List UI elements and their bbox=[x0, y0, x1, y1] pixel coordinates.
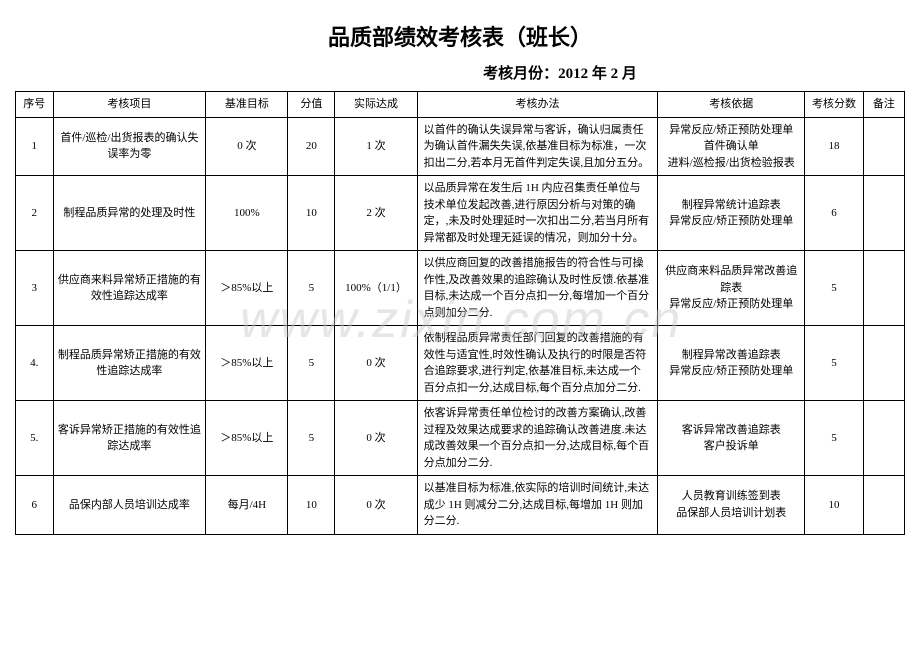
cell-note bbox=[863, 176, 904, 251]
cell-finalscore: 5 bbox=[805, 326, 864, 401]
header-note: 备注 bbox=[863, 92, 904, 118]
cell-finalscore: 5 bbox=[805, 251, 864, 326]
table-row: 6品保内部人员培训达成率每月/4H100 次以基准目标为标准,依实际的培训时间统… bbox=[16, 476, 905, 535]
header-score: 分值 bbox=[288, 92, 335, 118]
cell-method: 以品质异常在发生后 1H 内应召集责任单位与技术单位发起改善,进行原因分析与对策… bbox=[417, 176, 658, 251]
cell-basis: 异常反应/矫正预防处理单首件确认单进料/巡检报/出货检验报表 bbox=[658, 117, 805, 176]
cell-baseline: ＞85%以上 bbox=[206, 401, 288, 476]
cell-score: 5 bbox=[288, 251, 335, 326]
header-item: 考核项目 bbox=[53, 92, 206, 118]
header-method: 考核办法 bbox=[417, 92, 658, 118]
table-row: 5.客诉异常矫正措施的有效性追踪达成率＞85%以上50 次依客诉异常责任单位检讨… bbox=[16, 401, 905, 476]
cell-method: 以基准目标为标准,依实际的培训时间统计,未达成少 1H 则减分二分,达成目标,每… bbox=[417, 476, 658, 535]
cell-seq: 2 bbox=[16, 176, 54, 251]
assessment-month: 考核月份：2012 年 2 月 bbox=[15, 62, 905, 83]
cell-item: 制程品质异常矫正措施的有效性追踪达成率 bbox=[53, 326, 206, 401]
cell-item: 品保内部人员培训达成率 bbox=[53, 476, 206, 535]
cell-score: 20 bbox=[288, 117, 335, 176]
table-row: 4.制程品质异常矫正措施的有效性追踪达成率＞85%以上50 次依制程品质异常责任… bbox=[16, 326, 905, 401]
header-finalscore: 考核分数 bbox=[805, 92, 864, 118]
cell-actual: 1 次 bbox=[335, 117, 417, 176]
header-baseline: 基准目标 bbox=[206, 92, 288, 118]
header-actual: 实际达成 bbox=[335, 92, 417, 118]
cell-item: 供应商来料异常矫正措施的有效性追踪达成率 bbox=[53, 251, 206, 326]
cell-baseline: ＞85%以上 bbox=[206, 326, 288, 401]
cell-baseline: 每月/4H bbox=[206, 476, 288, 535]
cell-seq: 6 bbox=[16, 476, 54, 535]
cell-method: 依制程品质异常责任部门回复的改善措施的有效性与适宜性,时效性确认及执行的时限是否… bbox=[417, 326, 658, 401]
cell-item: 首件/巡检/出货报表的确认失误率为零 bbox=[53, 117, 206, 176]
cell-finalscore: 10 bbox=[805, 476, 864, 535]
cell-basis: 客诉异常改善追踪表客户投诉单 bbox=[658, 401, 805, 476]
cell-actual: 0 次 bbox=[335, 476, 417, 535]
cell-basis: 制程异常统计追踪表异常反应/矫正预防处理单 bbox=[658, 176, 805, 251]
cell-item: 制程品质异常的处理及时性 bbox=[53, 176, 206, 251]
cell-note bbox=[863, 401, 904, 476]
cell-score: 10 bbox=[288, 176, 335, 251]
cell-score: 5 bbox=[288, 326, 335, 401]
cell-baseline: 100% bbox=[206, 176, 288, 251]
cell-basis: 供应商来料品质异常改善追踪表异常反应/矫正预防处理单 bbox=[658, 251, 805, 326]
cell-score: 5 bbox=[288, 401, 335, 476]
table-row: 2制程品质异常的处理及时性100%102 次以品质异常在发生后 1H 内应召集责… bbox=[16, 176, 905, 251]
cell-seq: 1 bbox=[16, 117, 54, 176]
cell-baseline: 0 次 bbox=[206, 117, 288, 176]
cell-note bbox=[863, 251, 904, 326]
header-seq: 序号 bbox=[16, 92, 54, 118]
cell-seq: 5. bbox=[16, 401, 54, 476]
cell-actual: 0 次 bbox=[335, 326, 417, 401]
cell-finalscore: 18 bbox=[805, 117, 864, 176]
cell-item: 客诉异常矫正措施的有效性追踪达成率 bbox=[53, 401, 206, 476]
table-row: 1首件/巡检/出货报表的确认失误率为零0 次201 次以首件的确认失误异常与客诉… bbox=[16, 117, 905, 176]
cell-method: 依客诉异常责任单位检讨的改善方案确认,改善过程及效果达成要求的追踪确认改善进度.… bbox=[417, 401, 658, 476]
cell-actual: 100%（1/1） bbox=[335, 251, 417, 326]
table-row: 3供应商来料异常矫正措施的有效性追踪达成率＞85%以上5100%（1/1）以供应… bbox=[16, 251, 905, 326]
cell-method: 以首件的确认失误异常与客诉，确认归属责任为确认首件漏失失误,依基准目标为标准，一… bbox=[417, 117, 658, 176]
cell-note bbox=[863, 117, 904, 176]
header-basis: 考核依据 bbox=[658, 92, 805, 118]
cell-finalscore: 5 bbox=[805, 401, 864, 476]
cell-note bbox=[863, 476, 904, 535]
cell-actual: 0 次 bbox=[335, 401, 417, 476]
cell-basis: 制程异常改善追踪表异常反应/矫正预防处理单 bbox=[658, 326, 805, 401]
cell-seq: 4. bbox=[16, 326, 54, 401]
cell-note bbox=[863, 326, 904, 401]
cell-actual: 2 次 bbox=[335, 176, 417, 251]
cell-method: 以供应商回复的改善措施报告的符合性与可操作性,及改善效果的追踪确认及时性反馈.依… bbox=[417, 251, 658, 326]
cell-finalscore: 6 bbox=[805, 176, 864, 251]
page-title: 品质部绩效考核表（班长） bbox=[15, 20, 905, 52]
cell-baseline: ＞85%以上 bbox=[206, 251, 288, 326]
cell-basis: 人员教育训练签到表品保部人员培训计划表 bbox=[658, 476, 805, 535]
performance-table: 序号 考核项目 基准目标 分值 实际达成 考核办法 考核依据 考核分数 备注 1… bbox=[15, 91, 905, 535]
cell-score: 10 bbox=[288, 476, 335, 535]
table-header-row: 序号 考核项目 基准目标 分值 实际达成 考核办法 考核依据 考核分数 备注 bbox=[16, 92, 905, 118]
cell-seq: 3 bbox=[16, 251, 54, 326]
